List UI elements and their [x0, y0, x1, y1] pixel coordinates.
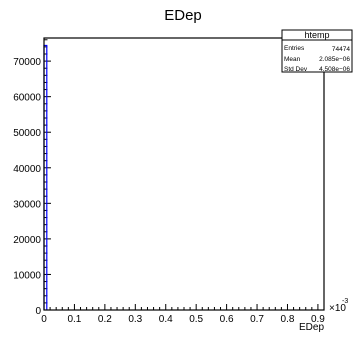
x-tick-label: 0 — [41, 314, 47, 325]
y-tick-label: 60000 — [13, 93, 41, 104]
y-tick-label: 0 — [35, 306, 41, 317]
y-tick-label: 30000 — [13, 199, 41, 210]
stats-mean-label: Mean — [284, 56, 301, 63]
x-tick-label: 0.9 — [311, 314, 325, 325]
x-tick-label: 0.6 — [220, 314, 234, 325]
x-exponent-base: ×10 — [329, 303, 346, 314]
y-tick-label: 50000 — [13, 128, 41, 139]
stats-box: htemp Entries 74474 Mean 2.085e−06 Std D… — [281, 29, 353, 73]
x-tick-label: 0.7 — [250, 314, 264, 325]
y-tick-label: 10000 — [13, 270, 41, 281]
chart-title: EDep — [164, 7, 202, 24]
x-tick-label: 0.3 — [128, 314, 142, 325]
x-exponent-power: -3 — [342, 298, 348, 305]
y-tick-label: 40000 — [13, 164, 41, 175]
stats-box-border — [281, 29, 353, 73]
y-axis-ticks: 0 10000 20000 30000 40000 50000 60000 70000 — [13, 39, 51, 317]
x-tick-label: 0.4 — [159, 314, 173, 325]
plot-frame — [43, 37, 325, 311]
stats-entries-label: Entries — [284, 45, 305, 52]
stats-stddev-label: Std Dev — [284, 66, 308, 73]
y-tick-label: 70000 — [13, 57, 41, 68]
y-tick-label: 20000 — [13, 235, 41, 246]
x-axis-exponent: ×10 -3 — [329, 298, 348, 314]
stats-stddev-value: 4.508e−06 — [319, 66, 350, 73]
stats-entries-value: 74474 — [332, 46, 350, 53]
x-tick-label: 0.8 — [281, 314, 295, 325]
stats-mean-value: 2.085e−06 — [319, 56, 350, 63]
x-axis-label: EDep — [299, 322, 324, 333]
x-tick-label: 0.5 — [189, 314, 203, 325]
x-axis-ticks: 0 0.1 0.2 0.3 0.4 0.5 0.6 0.7 0.8 0.9 — [41, 304, 325, 325]
x-tick-label: 0.1 — [67, 314, 81, 325]
x-tick-label: 0.2 — [98, 314, 112, 325]
stats-box-title: htemp — [304, 30, 329, 40]
